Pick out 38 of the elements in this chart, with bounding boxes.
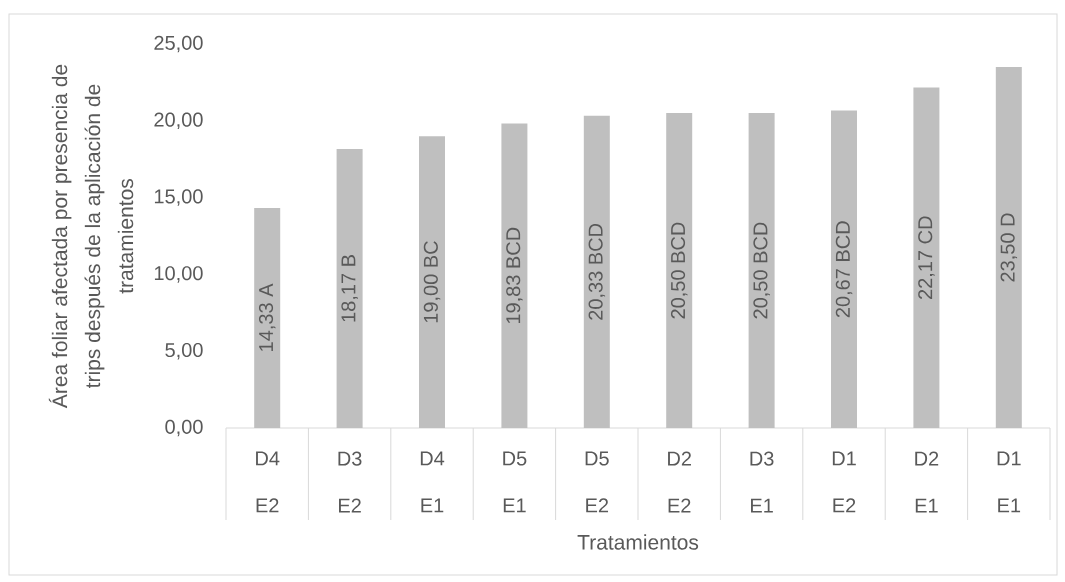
data-label: 19,83 BCD (506, 227, 523, 324)
category-label: D1 E2 (832, 451, 856, 513)
y-tick-label: 25,00 (154, 35, 203, 53)
bar (831, 110, 858, 428)
category-label: D5 E2 (585, 451, 609, 513)
data-label: 18,17 B (341, 255, 358, 322)
category-label: D3 E1 (750, 451, 774, 513)
data-label: 22,17 CD (918, 216, 935, 299)
bar (254, 207, 281, 428)
data-label: 19,00 BC (423, 241, 441, 323)
y-tick-label: 15,00 (154, 189, 203, 206)
data-label: 20,50 BCD (753, 222, 770, 319)
data-label: 20,33 BCD (588, 223, 606, 320)
bar (336, 148, 363, 428)
y-tick-label: 20,00 (154, 112, 203, 130)
y-tick-label: 5,00 (165, 342, 203, 360)
x-axis-title: Tratamientos (577, 534, 699, 550)
category-label: D2 E2 (668, 451, 691, 513)
category-label: D5 E1 (503, 451, 527, 513)
y-axis-title: Área foliar afectada por presencia de trips después de la aplicación de tratamientos (48, 64, 134, 409)
data-label: 14,33 A (258, 283, 276, 351)
y-tick-label: 10,00 (154, 266, 203, 283)
category-label: D4 E2 (256, 451, 280, 513)
y-tick-label: 0,00 (165, 419, 203, 437)
bar (419, 136, 446, 428)
category-label: D4 E1 (420, 451, 445, 513)
bar (583, 115, 610, 428)
data-label: 23,50 D (1000, 213, 1018, 282)
category-label: D3 E2 (338, 451, 362, 513)
bar (501, 123, 528, 428)
bar (913, 87, 940, 428)
data-label: 20,67 BCD (835, 221, 853, 318)
category-label: D1 E1 (997, 451, 1021, 513)
bar (748, 113, 775, 428)
bar (995, 67, 1022, 428)
bar (666, 113, 693, 428)
category-label: D2 E1 (915, 451, 939, 513)
data-label: 20,50 BCD (670, 222, 688, 319)
